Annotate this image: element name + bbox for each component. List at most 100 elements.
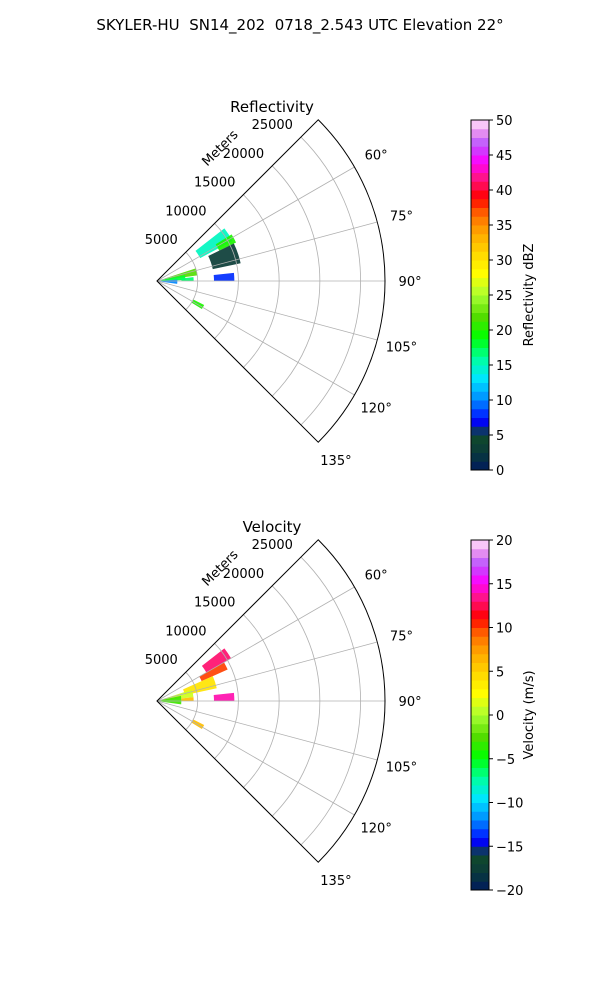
colorbar-tick-label: −5	[496, 753, 515, 768]
colorbar-label: Reflectivity dBZ	[522, 244, 537, 347]
colorbar-swatch	[471, 155, 489, 165]
colorbar-swatch	[471, 820, 489, 830]
colorbar: 0 5 10 15 20 25 30 35 40 45 50 Reflectivity dBZ	[470, 114, 537, 479]
radial-tick-label: 5000	[145, 233, 178, 248]
colorbar-swatch	[471, 688, 489, 698]
colorbar-swatch	[471, 137, 489, 147]
azimuth-tick-label: 135°	[320, 454, 351, 469]
panel-title: Reflectivity	[230, 98, 314, 116]
colorbar-swatch	[471, 128, 489, 138]
azimuth-tick-label: 75°	[390, 629, 413, 644]
colorbar-swatch	[471, 233, 489, 243]
colorbar-swatch	[471, 575, 489, 585]
colorbar-tick-label: 20	[496, 534, 513, 549]
reflectivity-panel: Reflectivity500010000150002000025000Mete…	[145, 98, 537, 479]
colorbar-swatch	[471, 793, 489, 803]
colorbar-swatch	[471, 671, 489, 681]
colorbar-tick-label: 10	[496, 394, 513, 409]
colorbar-swatch	[471, 338, 489, 348]
colorbar-swatch	[471, 321, 489, 331]
colorbar-swatch	[471, 347, 489, 357]
colorbar-swatch	[471, 732, 489, 742]
colorbar-swatch	[471, 207, 489, 217]
colorbar-swatch	[471, 627, 489, 637]
azimuth-gridline	[156, 280, 355, 396]
colorbar-swatch	[471, 198, 489, 208]
colorbar-swatch	[471, 855, 489, 865]
colorbar-swatch	[471, 408, 489, 418]
colorbar-swatch	[471, 356, 489, 366]
colorbar-swatch	[471, 391, 489, 401]
colorbar-swatch	[471, 365, 489, 375]
colorbar-swatch	[471, 846, 489, 856]
echo-cell	[195, 228, 233, 259]
colorbar-swatch	[471, 837, 489, 847]
colorbar-swatch	[471, 680, 489, 690]
radial-tick-label: 15000	[194, 176, 235, 191]
colorbar-swatch	[471, 382, 489, 392]
colorbar-swatch	[471, 540, 489, 550]
colorbar-swatch	[471, 146, 489, 156]
colorbar-tick-label: 35	[496, 219, 513, 234]
sector-outline	[156, 539, 386, 863]
colorbar-swatch	[471, 767, 489, 777]
colorbar-swatch	[471, 172, 489, 182]
colorbar-swatch	[471, 190, 489, 200]
colorbar-tick-label: −10	[496, 797, 523, 812]
colorbar-tick-label: 30	[496, 254, 513, 269]
colorbar-swatch	[471, 872, 489, 882]
azimuth-tick-label: 120°	[361, 822, 392, 837]
echo-cell	[181, 697, 194, 701]
colorbar-swatch	[471, 785, 489, 795]
azimuth-tick-label: 60°	[365, 568, 388, 583]
colorbar-swatch	[471, 645, 489, 655]
colorbar-swatch	[471, 443, 489, 453]
colorbar-swatch	[471, 618, 489, 628]
colorbar-swatch	[471, 758, 489, 768]
colorbar-swatch	[471, 426, 489, 436]
page-title: SKYLER-HU SN14_202 0718_2.543 UTC Elevat…	[96, 16, 504, 34]
azimuth-tick-label: 120°	[361, 402, 392, 417]
echo-cell	[160, 275, 186, 281]
echo-cell	[181, 277, 194, 281]
colorbar-tick-label: 45	[496, 149, 513, 164]
azimuth-tick-label: 135°	[320, 874, 351, 889]
azimuth-gridline	[156, 700, 378, 761]
colorbar-swatch	[471, 750, 489, 760]
echo-cell	[199, 662, 228, 682]
colorbar-swatch	[471, 251, 489, 261]
colorbar-tick-label: 20	[496, 324, 513, 339]
colorbar-swatch	[471, 373, 489, 383]
colorbar-swatch	[471, 653, 489, 663]
azimuth-gridline	[156, 166, 355, 282]
radial-tick-label: 20000	[223, 147, 264, 162]
sector-outline	[156, 119, 386, 443]
colorbar-swatch	[471, 828, 489, 838]
colorbar-tick-label: 15	[496, 359, 513, 374]
colorbar-swatch	[471, 295, 489, 305]
panel-title: Velocity	[243, 518, 302, 536]
colorbar-swatch	[471, 881, 489, 891]
colorbar-swatch	[471, 811, 489, 821]
azimuth-tick-label: 105°	[386, 761, 417, 776]
colorbar-swatch	[471, 452, 489, 462]
echo-cell	[213, 692, 235, 701]
colorbar-swatch	[471, 601, 489, 611]
colorbar-swatch	[471, 435, 489, 445]
colorbar-tick-label: 25	[496, 289, 513, 304]
colorbar-swatch	[471, 802, 489, 812]
colorbar-tick-label: 40	[496, 184, 513, 199]
colorbar-swatch	[471, 181, 489, 191]
azimuth-tick-label: 90°	[399, 695, 422, 710]
radial-tick-label: 10000	[165, 204, 206, 219]
radial-tick-label: 25000	[252, 538, 293, 553]
colorbar-swatch	[471, 662, 489, 672]
colorbar-swatch	[471, 715, 489, 725]
azimuth-tick-label: 75°	[390, 209, 413, 224]
colorbar-swatch	[471, 592, 489, 602]
colorbar-swatch	[471, 741, 489, 751]
colorbar-swatch	[471, 330, 489, 340]
colorbar-swatch	[471, 268, 489, 278]
